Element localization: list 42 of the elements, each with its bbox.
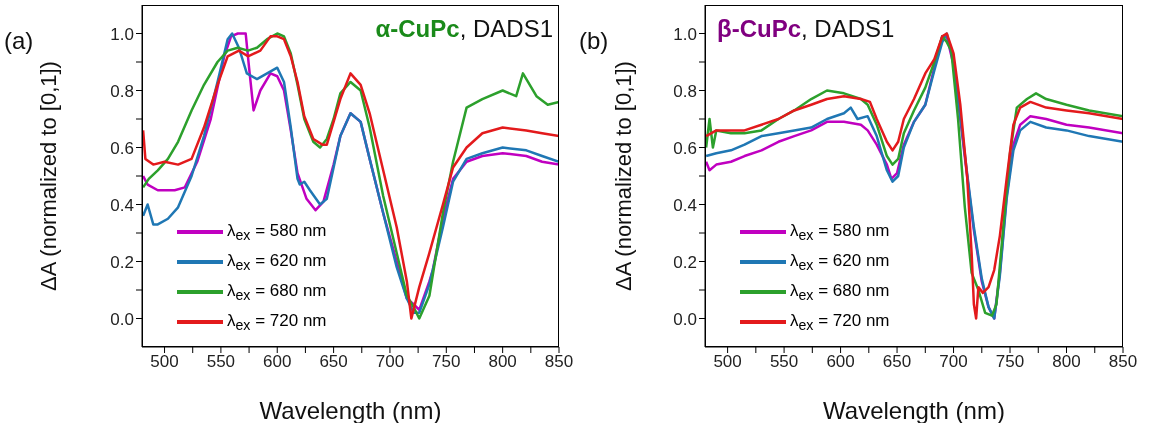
y-tick-label: 0.0 bbox=[673, 309, 697, 329]
y-tick-label: 1.0 bbox=[110, 24, 134, 44]
x-tick-label: 500 bbox=[713, 352, 742, 372]
x-tick-label: 750 bbox=[995, 352, 1025, 372]
x-tick-label: 600 bbox=[263, 352, 292, 372]
x-tick-label: 700 bbox=[939, 352, 968, 372]
x-tick-label: 800 bbox=[488, 352, 517, 372]
y-tick-label: 0.2 bbox=[673, 252, 697, 272]
x-tick-label: 550 bbox=[206, 352, 236, 372]
x-tick-label: 750 bbox=[432, 352, 461, 372]
y-tick-label: 1.0 bbox=[673, 24, 697, 44]
text: (b) bbox=[579, 27, 609, 55]
y-tick-label: 0.6 bbox=[673, 138, 697, 158]
legend-label: λ$_{ex}$ = 720 nm bbox=[227, 310, 327, 334]
legend-label: λ$_{ex}$ = 620 nm bbox=[227, 250, 327, 274]
legend-label: λ$_{ex}$ = 680 nm bbox=[790, 280, 890, 304]
x-tick-label: 600 bbox=[826, 352, 855, 372]
legend-label: λ$_{ex}$ = 580 nm bbox=[227, 220, 327, 244]
x-tick-label: 700 bbox=[375, 352, 405, 372]
text: (a) bbox=[4, 27, 34, 55]
y-tick-label: 0.8 bbox=[673, 81, 697, 101]
x-tick-label: 800 bbox=[1052, 352, 1081, 372]
chart-title: β-CuPc, DADS1 bbox=[717, 15, 895, 42]
legend-label: λ$_{ex}$ = 720 nm bbox=[790, 310, 890, 334]
x-tick-label: 850 bbox=[1108, 352, 1138, 372]
x-tick-label: 650 bbox=[882, 352, 912, 372]
legend-label: λ$_{ex}$ = 680 nm bbox=[227, 280, 327, 304]
chart-title: α-CuPc, DADS1 bbox=[375, 15, 553, 42]
legend-label: λ$_{ex}$ = 620 nm bbox=[790, 250, 890, 274]
legend-label: λ$_{ex}$ = 580 nm bbox=[790, 220, 890, 244]
y-tick-label: 0.2 bbox=[110, 252, 134, 272]
y-tick-label: 0.4 bbox=[673, 195, 697, 215]
y-tick-label: 0.6 bbox=[110, 138, 134, 158]
y-tick-label: 0.4 bbox=[110, 195, 134, 215]
x-tick-label: 550 bbox=[769, 352, 799, 372]
x-tick-label: 500 bbox=[150, 352, 179, 372]
x-tick-label: 850 bbox=[544, 352, 574, 372]
y-axis-title: ΔA (normalized to [0,1]) bbox=[610, 61, 636, 291]
y-tick-label: 0.8 bbox=[110, 81, 134, 101]
y-axis-title: ΔA (normalized to [0,1]) bbox=[35, 61, 61, 291]
x-tick-label: 650 bbox=[319, 352, 348, 372]
y-tick-label: 0.0 bbox=[110, 309, 134, 329]
